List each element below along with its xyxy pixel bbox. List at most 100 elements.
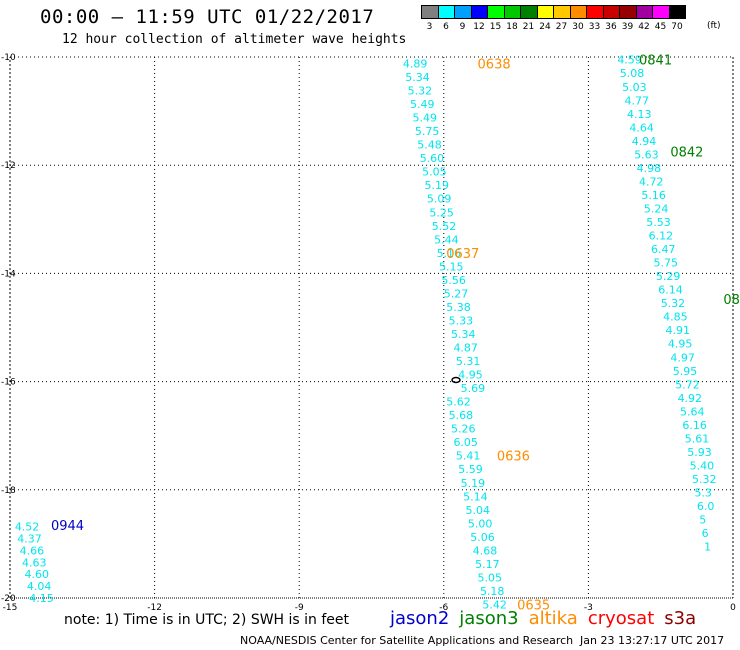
wave-height-value: 5.32: [692, 473, 717, 486]
wave-height-value: 5.69: [461, 382, 486, 395]
pass-time-label: 0842: [670, 146, 703, 161]
wave-height-value: 4.94: [632, 135, 657, 148]
satellite-legend: jason2 jason3 altika cryosat s3a: [390, 608, 706, 629]
wave-height-value: 5.26: [451, 423, 476, 436]
wave-height-value: 4.85: [663, 311, 688, 324]
legend-swatch: [470, 5, 488, 19]
y-tick-label: -20: [1, 594, 16, 604]
wave-height-value: 5.27: [444, 287, 469, 300]
x-tick-label: 0: [730, 603, 736, 613]
wave-height-value: 5.19: [461, 477, 486, 490]
wave-height-value: 5.15: [439, 260, 464, 273]
legend-label: 42: [638, 22, 650, 32]
wave-height-value: 4.04: [27, 580, 52, 593]
footer-credit: NOAA/NESDIS Center for Satellite Applica…: [240, 634, 574, 647]
wave-height-value: 5.34: [451, 328, 476, 341]
wave-height-value: 5.3: [694, 487, 712, 500]
wave-height-value: 6.12: [649, 230, 674, 243]
y-tick-label: -18: [1, 486, 16, 496]
wave-height-value: 4.77: [625, 94, 650, 107]
x-tick-label: -12: [147, 603, 162, 613]
x-tick-label: -15: [3, 603, 18, 613]
wave-height-value: 5.31: [456, 355, 481, 368]
wave-height-value: 5.75: [415, 125, 440, 138]
wave-height-value: 4.63: [22, 556, 47, 569]
wave-height-value: 1: [704, 541, 711, 554]
wave-height-value: 4.91: [666, 324, 691, 337]
wave-height-value: 5.93: [687, 446, 712, 459]
x-tick-label: -9: [295, 603, 304, 613]
x-tick-label: -3: [584, 603, 593, 613]
wave-height-value: 5.05: [478, 571, 503, 584]
wave-height-value: 5.63: [634, 148, 659, 161]
y-tick-label: -14: [1, 269, 16, 279]
map-frame: [9, 56, 734, 599]
legend-unit: (ft): [707, 21, 721, 31]
legend-swatch: [553, 5, 571, 19]
wave-height-value: 5.00: [468, 517, 493, 530]
legend-label: 45: [654, 22, 667, 32]
legend-label: 18: [506, 22, 518, 32]
legend-swatch: [635, 5, 653, 19]
wave-height-value: 4.89: [403, 57, 428, 70]
wave-height-value: 5.75: [653, 257, 678, 270]
pass-time-label: 0841: [639, 54, 672, 69]
wave-height-value: 4.66: [20, 544, 45, 557]
satellite-jason2: jason2: [390, 608, 450, 629]
legend-label: 39: [621, 22, 634, 32]
wave-height-value: 4.37: [17, 532, 42, 545]
legend-label: 70: [671, 22, 683, 32]
wave-height-value: 5.16: [437, 247, 462, 260]
wave-height-value: 5.56: [441, 274, 466, 287]
wave-height-value: 4.72: [639, 175, 664, 188]
wave-height-value: 5.34: [405, 71, 430, 84]
wave-height-value: 5.72: [675, 378, 700, 391]
wave-height-value: 4.92: [678, 392, 703, 405]
legend-swatch: [602, 5, 620, 19]
legend-label: 27: [555, 22, 568, 32]
pass-time-label: 0637: [446, 247, 479, 262]
satellite-altika: altika: [528, 608, 578, 629]
wave-height-value: 5.59: [458, 463, 483, 476]
wave-height-value: 4.15: [29, 592, 53, 605]
legend-swatch: [503, 5, 521, 19]
wave-height-value: 6: [702, 527, 709, 540]
x-tick-label: -6: [439, 603, 448, 613]
legend-label: 15: [489, 22, 502, 32]
legend-swatches: [421, 5, 686, 19]
legend-swatch: [619, 5, 637, 19]
wave-height-value: 5.49: [410, 98, 435, 111]
legend-label: 36: [605, 22, 617, 32]
wave-height-value: 5.18: [480, 585, 505, 598]
wave-height-value: 4.13: [627, 108, 652, 121]
wave-height-value: 5.95: [673, 365, 698, 378]
wave-height-value: 5.60: [420, 152, 445, 165]
wave-height-value: 5.08: [620, 67, 645, 80]
wave-height-value: 4.59: [617, 54, 642, 67]
legend-labels: 3 6 9 12 15 18 21 24 27 30 33 36 39 42 45 70: [421, 19, 685, 33]
wave-height-value: 6.47: [651, 243, 676, 256]
wave-height-value: 5.53: [646, 216, 671, 229]
wave-height-value: 6.05: [453, 436, 478, 449]
legend-label: 21: [522, 22, 535, 32]
legend-swatch: [652, 5, 670, 19]
wave-height-value: 5.32: [408, 85, 433, 98]
page-title: 00:00 – 11:59 UTC 01/22/2017: [40, 6, 375, 28]
wave-height-value: 4.98: [637, 162, 662, 175]
legend-label: 3: [426, 22, 433, 32]
pass-time-label: 0638: [478, 57, 511, 72]
wave-height-value: 5.41: [456, 450, 481, 463]
wave-height-value: 5.52: [432, 220, 457, 233]
legend-swatch: [454, 5, 472, 19]
satellite-jason3: jason3: [459, 608, 519, 629]
y-tick-label: -10: [1, 53, 16, 63]
wave-height-value: 5.61: [685, 432, 710, 445]
wave-height-value: 5.24: [644, 202, 669, 215]
wave-height-value: 5.40: [690, 459, 715, 472]
footer-timestamp: Jan 23 13:27:17 UTC 2017: [580, 634, 725, 647]
wave-height-value: 5.29: [656, 270, 681, 283]
wave-height-value: 5.25: [429, 206, 454, 219]
legend-label: 33: [588, 22, 601, 32]
page-subtitle: 12 hour collection of altimeter wave hei…: [62, 32, 407, 47]
